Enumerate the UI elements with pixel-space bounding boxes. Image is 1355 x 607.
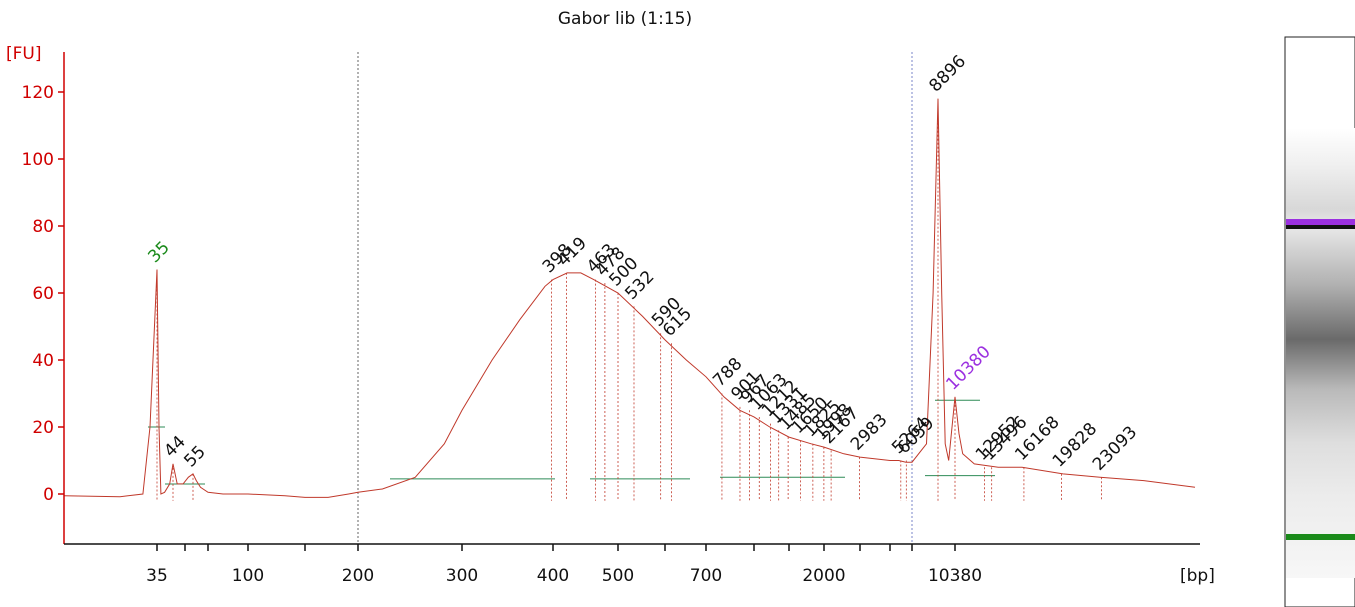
x-tick-label: 100 [232, 566, 264, 586]
gel-lane-gradient [1286, 128, 1355, 578]
gel-band-lower-marker [1286, 534, 1355, 540]
peak-labels: 4455398419463478500532590615788901967106… [144, 51, 1141, 474]
y-tick-label: 100 [22, 150, 54, 170]
gel-band-upper-marker [1286, 219, 1355, 225]
y-tick-label: 40 [32, 351, 54, 371]
peak-label: 8896 [925, 51, 970, 96]
y-tick-label: 60 [32, 284, 54, 304]
y-tick-label: 120 [22, 83, 54, 103]
y-axis-label: [FU] [6, 44, 42, 64]
x-tick-label: 700 [690, 566, 722, 586]
marker-label: 35 [144, 238, 173, 267]
x-tick-label: 500 [602, 566, 634, 586]
y-tick-label: 20 [32, 418, 54, 438]
x-tick-label: 2000 [802, 566, 845, 586]
x-axis-label: [bp] [1180, 566, 1215, 586]
x-tick-label: 300 [446, 566, 478, 586]
y-tick-label: 80 [32, 217, 54, 237]
chart-title: Gabor lib (1:15) [558, 9, 692, 29]
axes: 0 20 40 60 80 100 120 35 100 200 300 400 500 700 2000 1… [22, 52, 1200, 586]
x-tick-label: 10380 [928, 566, 982, 586]
region-boundary-lines [357, 52, 913, 544]
gel-lane [1284, 36, 1355, 607]
x-tick-label: 400 [537, 566, 569, 586]
marker-label: 10380 [942, 342, 994, 394]
gel-band-main-peak [1286, 225, 1355, 229]
x-tick-label: 200 [342, 566, 374, 586]
fluorescence-trace [63, 98, 1196, 498]
peak-baselines [148, 399, 995, 485]
y-tick-label: 0 [43, 485, 54, 505]
x-tick-label: 35 [146, 566, 168, 586]
peak-drop-lines [156, 98, 1102, 501]
